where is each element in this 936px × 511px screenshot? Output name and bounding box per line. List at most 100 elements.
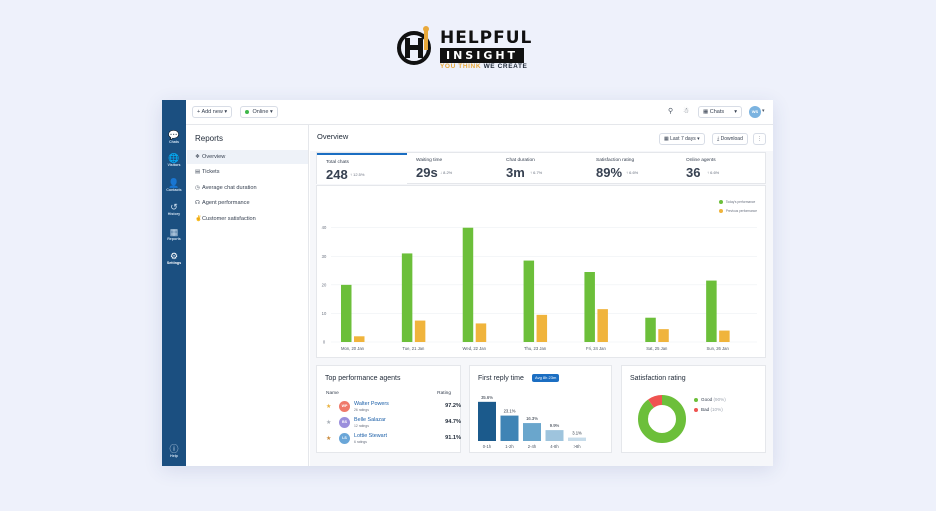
left-rail: 💬 Chats 🌐 Visitors 👤 Contacts ↺ History … bbox=[162, 100, 186, 466]
kpi-online-agents[interactable]: Online agents 36 ↑ 6.6% bbox=[677, 153, 767, 184]
avatar: WP bbox=[339, 401, 350, 412]
notification-icon[interactable]: ☃ bbox=[683, 108, 690, 115]
y-tick-label: 40 bbox=[322, 225, 327, 230]
kpi-change: ↑ 12.5% bbox=[350, 172, 365, 177]
legend-swatch bbox=[694, 407, 698, 412]
kpi-label: Satisfaction rating bbox=[596, 158, 635, 163]
avatar: BS bbox=[339, 417, 350, 428]
rail-item-reports[interactable]: ▦ Reports bbox=[162, 227, 186, 242]
logo-line1: HELPFUL bbox=[440, 28, 533, 48]
download-button[interactable]: ⤓ Download bbox=[712, 133, 748, 145]
reply-bar bbox=[478, 401, 496, 441]
legend-label: Bad bbox=[701, 407, 710, 412]
kpi-change: ↑ 6.6% bbox=[707, 170, 720, 175]
kpi-label: Chat duration bbox=[506, 158, 535, 163]
kpi-label: Waiting time bbox=[416, 158, 443, 163]
subnav-item-average-chat-duration[interactable]: ◷ Average chat duration bbox=[187, 181, 308, 195]
average-badge: Avg 8h 23m bbox=[532, 374, 560, 382]
kpi-value: 3m bbox=[506, 165, 525, 180]
main-content: Overview ▦ Last 7 days ▾ ⤓ Download ⋮ To… bbox=[310, 125, 773, 466]
rail-label: Contacts bbox=[166, 188, 182, 192]
satisfaction-rating-card: Satisfaction rating Good (90%) Bad (10%) bbox=[621, 365, 766, 453]
agent-name: Belle Salazar bbox=[354, 417, 386, 423]
subnav-item-customer-satisfaction[interactable]: ✌Customer satisfaction bbox=[187, 212, 308, 226]
first-reply-time-card: First reply time Avg 8h 23m 35.6% 0-1h 23.… bbox=[469, 365, 612, 453]
kpi-chat-duration[interactable]: Chat duration 3m ↑ 6.7% bbox=[497, 153, 587, 184]
bar-today bbox=[706, 280, 717, 342]
donut-slice-good bbox=[638, 395, 686, 443]
search-icon[interactable]: ⚲ bbox=[668, 108, 674, 115]
kpi-total-chats[interactable]: Total chats 248 ↑ 12.5% bbox=[317, 153, 407, 184]
legend-percent: (90%) bbox=[713, 397, 726, 402]
x-tick-label: 0-1h bbox=[483, 444, 492, 449]
page-title: Overview bbox=[317, 132, 349, 141]
chats-bar-chart: 0 10 20 30 40 Mon, 20 Jan Tue, 21 Jan Wed, 22 J… bbox=[322, 225, 757, 351]
rail-label: Reports bbox=[167, 237, 181, 241]
kpi-value: 89% bbox=[596, 165, 623, 180]
reply-bar bbox=[523, 423, 541, 441]
rail-item-settings[interactable]: ⚙ Settings bbox=[162, 251, 186, 266]
agent-ratings-count: 12 ratings bbox=[354, 424, 369, 428]
bar-previous bbox=[475, 323, 487, 342]
agent-rating: 91.1% bbox=[445, 435, 461, 441]
kpi-label: Online agents bbox=[686, 158, 716, 163]
y-tick-label: 30 bbox=[322, 254, 327, 259]
rail-item-history[interactable]: ↺ History bbox=[162, 202, 186, 217]
subnav-item-tickets[interactable]: ▤ Tickets bbox=[187, 165, 308, 179]
subnav-title: Reports bbox=[195, 134, 224, 143]
chats-select[interactable]: ▦ Chats ▾ bbox=[698, 106, 742, 118]
legend-label: Good bbox=[701, 397, 713, 402]
legend-label: Today's performance bbox=[725, 200, 756, 204]
add-new-button[interactable]: + Add new ▾ bbox=[192, 106, 233, 118]
legend-item-good: Good (90%) bbox=[694, 397, 726, 402]
x-tick-label: 2-4h bbox=[528, 444, 537, 449]
x-tick-label: Thu, 23 Jan bbox=[524, 346, 547, 351]
legend-item-series-2[interactable]: Previous performance bbox=[718, 207, 757, 216]
first-reply-time-chart: 35.6% 0-1h 23.1% 1-2h 16.3% 2-4h 9.9% 4-8h 3.1% >… bbox=[478, 395, 586, 449]
kpi-waiting-time[interactable]: Waiting time 29s ↓ 8.2% bbox=[407, 153, 497, 184]
agent-name: Lottie Stewart bbox=[354, 433, 387, 439]
bar-value-label: 9.9% bbox=[550, 423, 560, 428]
trophy-icon: ★ bbox=[326, 420, 332, 426]
gear-icon: ⚙ bbox=[169, 251, 179, 261]
agent-row[interactable]: ★ LS Lottie Stewart 6 ratings 91.1% bbox=[326, 432, 461, 446]
legend-item-series-1[interactable]: Today's performance bbox=[718, 198, 757, 207]
rail-item-chats[interactable]: 💬 Chats bbox=[162, 130, 186, 145]
more-vertical-icon: ⋮ bbox=[757, 136, 762, 142]
main-header: Overview ▦ Last 7 days ▾ ⤓ Download ⋮ bbox=[310, 125, 773, 151]
agent-name: Walter Powers bbox=[354, 401, 389, 407]
x-tick-label: Sun, 26 Jan bbox=[706, 346, 729, 351]
subnav-item-agent-performance[interactable]: ☊ Agent performance bbox=[187, 196, 308, 210]
helpful-insight-logo: HELPFUL INSIGHT YOU THINK WE CREATE bbox=[396, 22, 544, 74]
chevron-down-icon[interactable]: ▾ bbox=[762, 108, 765, 114]
agent-row[interactable]: ★ BS Belle Salazar 12 ratings 94.7% bbox=[326, 416, 461, 430]
chevron-down-icon: ▾ bbox=[269, 109, 273, 115]
bar-previous bbox=[354, 336, 365, 342]
subnav-item-overview[interactable]: ❖ Overview bbox=[187, 150, 308, 164]
agent-row[interactable]: ★ WP Walter Powers 26 ratings 97.2% bbox=[326, 400, 461, 414]
trophy-icon: ★ bbox=[326, 436, 332, 442]
card-title: Top performance agents bbox=[325, 375, 401, 382]
rail-item-help[interactable]: ⓘ Help bbox=[162, 444, 186, 459]
chats-select-label: Chats bbox=[709, 109, 725, 115]
kpi-satisfaction-rating[interactable]: Satisfaction rating 89% ↑ 6.6% bbox=[587, 153, 677, 184]
agent-rating: 94.7% bbox=[445, 419, 461, 425]
agent-rating: 97.2% bbox=[445, 403, 461, 409]
bar-previous bbox=[719, 330, 730, 342]
add-new-label: Add new bbox=[201, 109, 223, 115]
column-header-name: Name bbox=[326, 391, 339, 396]
status-dropdown[interactable]: Online ▾ bbox=[240, 106, 278, 118]
avatar[interactable]: WS bbox=[749, 106, 761, 118]
subnav-item-label: Overview bbox=[202, 154, 226, 160]
top-bar: + Add new ▾ Online ▾ ⚲ ☃ ▦ Chats ▾ WS ▾ bbox=[186, 100, 773, 125]
bar-value-label: 23.1% bbox=[504, 409, 516, 414]
bar-today bbox=[341, 284, 352, 342]
rail-item-visitors[interactable]: 🌐 Visitors bbox=[162, 153, 186, 168]
more-options-button[interactable]: ⋮ bbox=[753, 133, 766, 145]
satisfaction-donut-chart bbox=[638, 395, 686, 443]
rail-item-contacts[interactable]: 👤 Contacts bbox=[162, 178, 186, 193]
kpi-label: Total chats bbox=[326, 160, 349, 165]
kpi-change: ↑ 6.6% bbox=[626, 170, 639, 175]
bar-previous bbox=[597, 309, 608, 342]
date-range-button[interactable]: ▦ Last 7 days ▾ bbox=[659, 133, 705, 145]
